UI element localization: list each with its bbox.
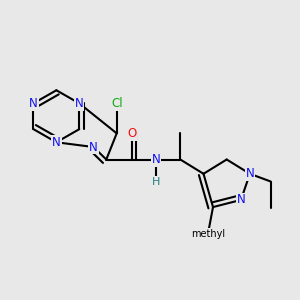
Text: N: N	[29, 97, 38, 110]
Text: N: N	[52, 136, 61, 149]
Text: N: N	[237, 194, 245, 206]
Text: methyl: methyl	[191, 229, 225, 239]
Text: Cl: Cl	[111, 97, 122, 110]
Text: H: H	[152, 177, 160, 187]
Text: N: N	[152, 153, 160, 166]
Text: N: N	[245, 167, 254, 180]
Text: N: N	[75, 97, 84, 110]
Text: O: O	[127, 127, 136, 140]
Text: N: N	[89, 140, 98, 154]
